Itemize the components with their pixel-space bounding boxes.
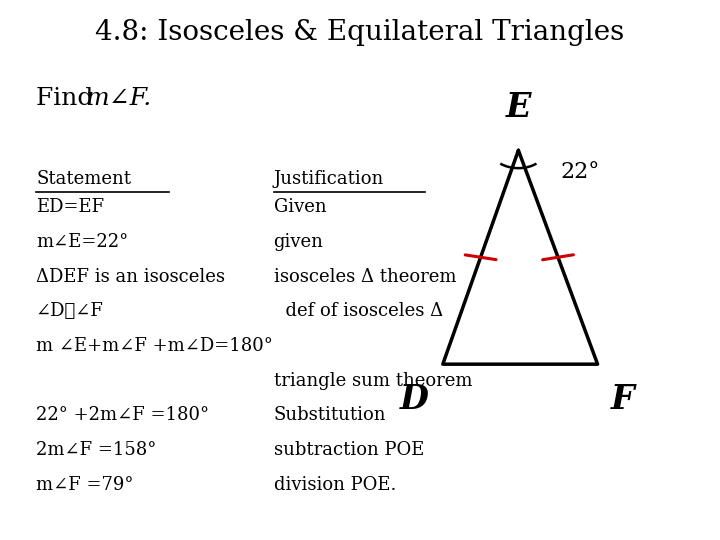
Text: subtraction POE: subtraction POE	[274, 441, 424, 459]
Text: Find: Find	[36, 86, 102, 110]
Text: triangle sum theorem: triangle sum theorem	[274, 372, 472, 390]
Text: ∠D≅∠F: ∠D≅∠F	[36, 302, 104, 320]
Text: Justification: Justification	[274, 170, 384, 188]
Text: 22°: 22°	[560, 161, 600, 183]
Text: 2m∠F =158°: 2m∠F =158°	[36, 441, 156, 459]
Text: given: given	[274, 233, 323, 251]
Text: Statement: Statement	[36, 170, 131, 188]
Text: Given: Given	[274, 198, 326, 217]
Text: F: F	[611, 383, 634, 416]
Text: Substitution: Substitution	[274, 407, 386, 424]
Text: m∠F.: m∠F.	[85, 86, 151, 110]
Text: D: D	[400, 383, 428, 416]
Text: ΔDEF is an isosceles: ΔDEF is an isosceles	[36, 268, 225, 286]
Text: 22° +2m∠F =180°: 22° +2m∠F =180°	[36, 407, 209, 424]
Text: 4.8: Isosceles & Equilateral Triangles: 4.8: Isosceles & Equilateral Triangles	[95, 19, 625, 46]
Text: ED=EF: ED=EF	[36, 198, 104, 217]
Text: m ∠E+m∠F +m∠D=180°: m ∠E+m∠F +m∠D=180°	[36, 337, 273, 355]
Text: m∠F =79°: m∠F =79°	[36, 476, 133, 494]
Text: def of isosceles Δ: def of isosceles Δ	[274, 302, 443, 320]
Text: E: E	[505, 91, 531, 124]
Text: isosceles Δ theorem: isosceles Δ theorem	[274, 268, 456, 286]
Text: m∠E=22°: m∠E=22°	[36, 233, 128, 251]
Text: division POE.: division POE.	[274, 476, 396, 494]
